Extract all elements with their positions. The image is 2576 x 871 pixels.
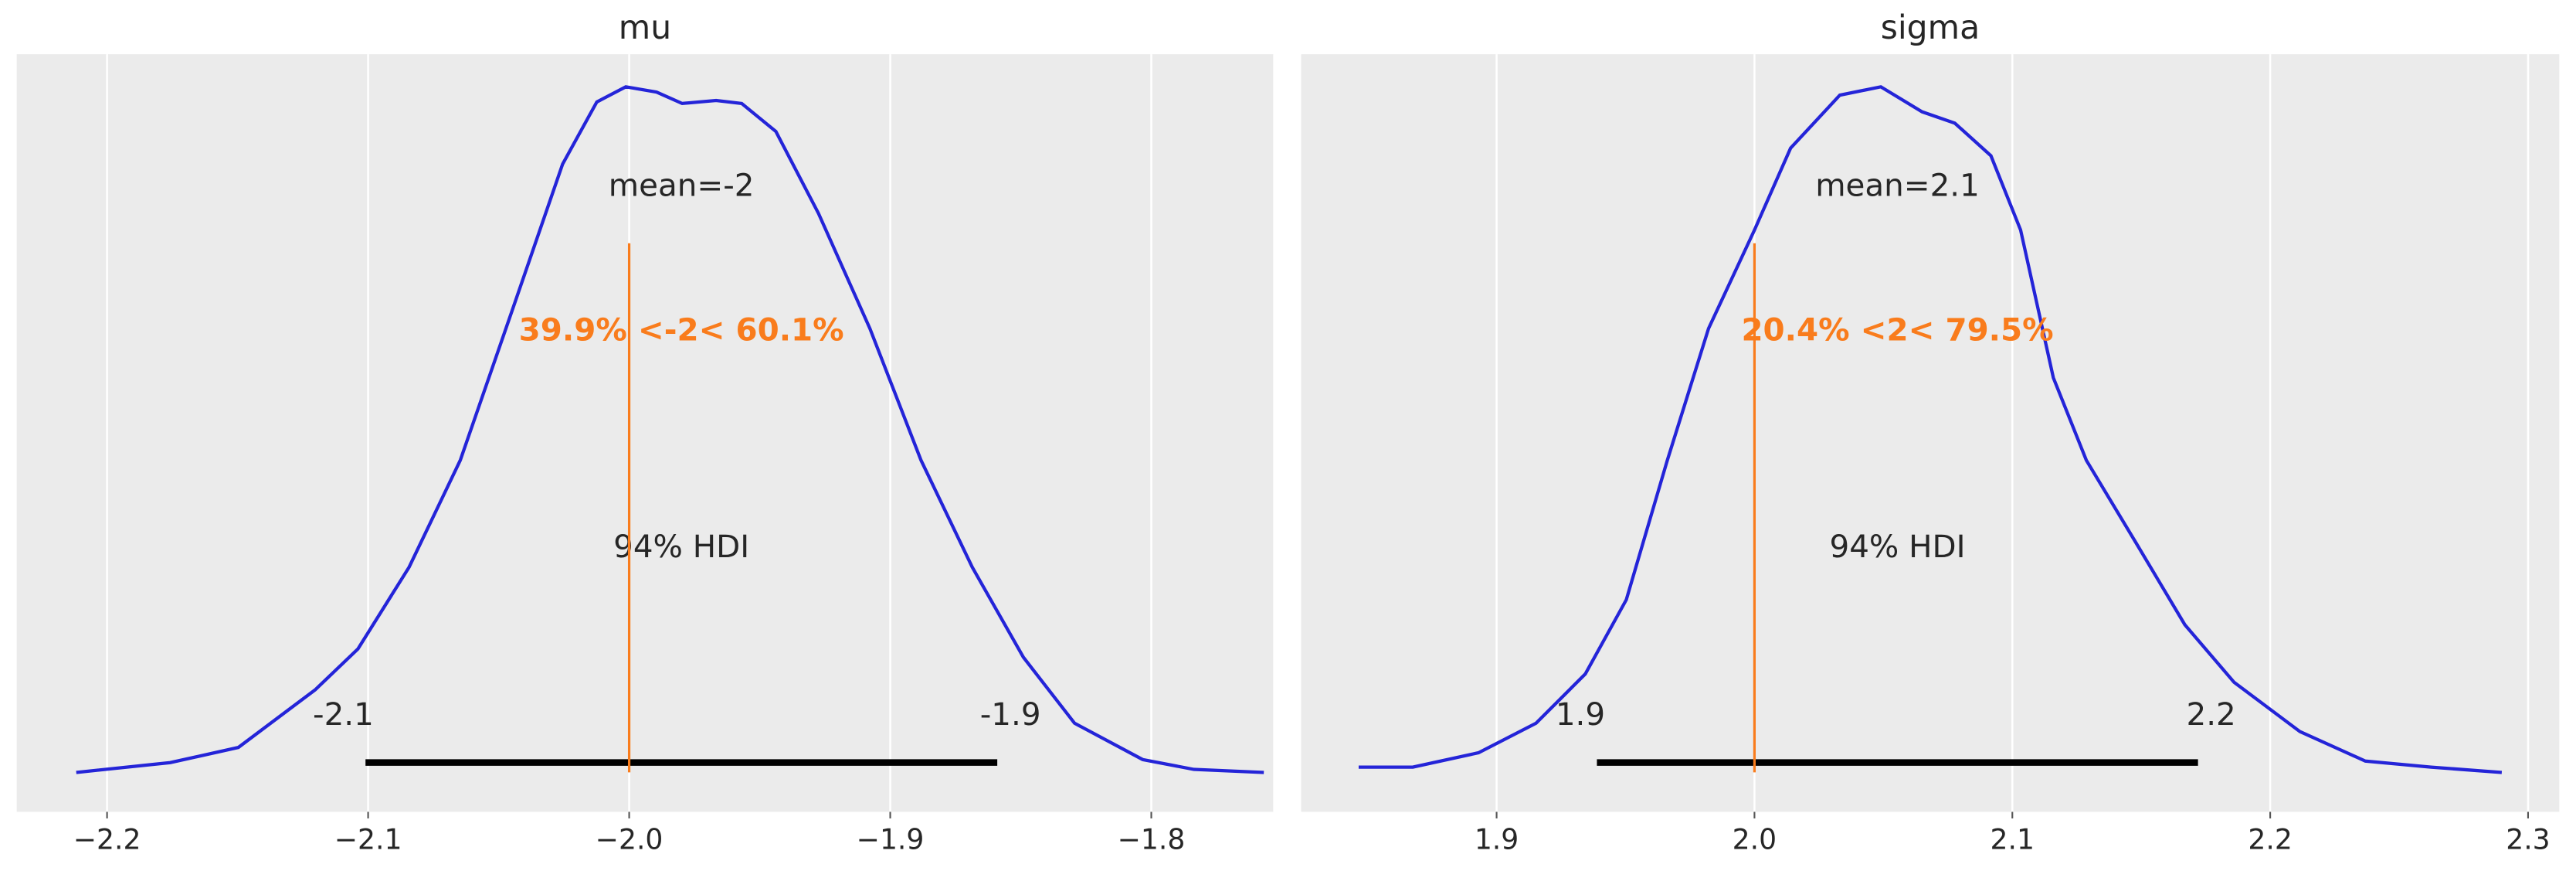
panel-title: sigma	[1881, 9, 1980, 47]
hdi-text: 94% HDI	[613, 528, 749, 565]
mean-text: mean=2.1	[1815, 166, 1980, 203]
x-tick-label: 1.9	[1475, 823, 1519, 856]
x-tick-label: −2.0	[596, 823, 664, 856]
x-tick-label: 2.2	[2248, 823, 2292, 856]
x-tick-label: −2.1	[334, 823, 402, 856]
ref-text: 39.9% <-2< 60.1%	[519, 311, 844, 349]
x-tick-label: −1.9	[857, 823, 925, 856]
x-tick-label: 2.1	[1991, 823, 2035, 856]
x-tick-label: −2.2	[73, 823, 141, 856]
x-tick-label: −1.8	[1118, 823, 1186, 856]
plot-area	[16, 54, 1274, 812]
ref-text: 20.4% <2< 79.5%	[1741, 311, 2053, 349]
mean-text: mean=-2	[609, 166, 755, 203]
density-curve	[1358, 85, 2503, 774]
panel-title: mu	[619, 9, 671, 47]
hdi-high-label: 2.2	[2187, 696, 2236, 733]
plot-area	[1301, 54, 2560, 812]
x-tick-label: 2.0	[1733, 823, 1777, 856]
hdi-text: 94% HDI	[1830, 528, 1966, 565]
density-curve	[76, 85, 1264, 774]
x-tick-label: 2.3	[2506, 823, 2550, 856]
hdi-low-label: -2.1	[313, 696, 374, 733]
hdi-high-label: -1.9	[980, 696, 1041, 733]
hdi-low-label: 1.9	[1556, 696, 1605, 733]
